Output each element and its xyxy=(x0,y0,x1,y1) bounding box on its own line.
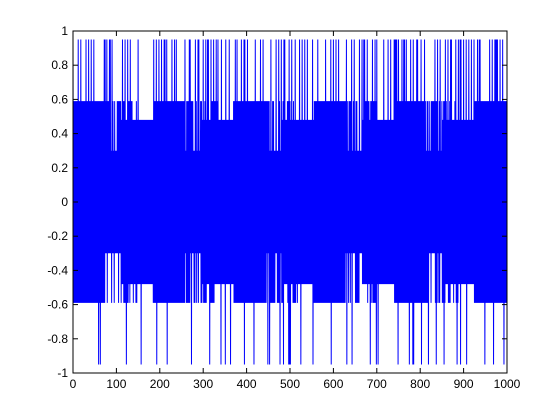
x-tick-label: 1000 xyxy=(494,377,521,391)
y-tick-label: -1 xyxy=(57,366,68,380)
y-tick-label: -0.2 xyxy=(47,229,68,243)
series-line-group xyxy=(72,39,508,365)
x-tick-label: 500 xyxy=(280,377,300,391)
x-axis: 0 100 200 300 400 500 600 700 800 900 1000 xyxy=(70,31,521,391)
x-tick-label: 200 xyxy=(150,377,170,391)
y-tick-label: 0.6 xyxy=(51,92,68,106)
series-line xyxy=(72,39,508,365)
x-tick-label: 700 xyxy=(367,377,387,391)
x-tick-label: 900 xyxy=(454,377,474,391)
x-tick-label: 0 xyxy=(70,377,77,391)
y-tick-label: -0.8 xyxy=(47,332,68,346)
y-tick-label: 0.2 xyxy=(51,161,68,175)
y-tick-label: 0 xyxy=(61,195,68,209)
y-tick-label: 0.8 xyxy=(51,58,68,72)
y-tick-label: -0.4 xyxy=(47,263,68,277)
x-tick-label: 600 xyxy=(323,377,343,391)
y-tick-label: 1 xyxy=(61,24,68,38)
x-tick-label: 800 xyxy=(410,377,430,391)
y-axis: -1 -0.8 -0.6 -0.4 -0.2 0 0.2 0.4 0.6 0.8 1 xyxy=(47,24,507,380)
x-tick-label: 400 xyxy=(237,377,257,391)
x-tick-label: 300 xyxy=(193,377,213,391)
y-tick-label: -0.6 xyxy=(47,298,68,312)
x-tick-label: 100 xyxy=(106,377,126,391)
y-tick-label: 0.4 xyxy=(51,127,68,141)
